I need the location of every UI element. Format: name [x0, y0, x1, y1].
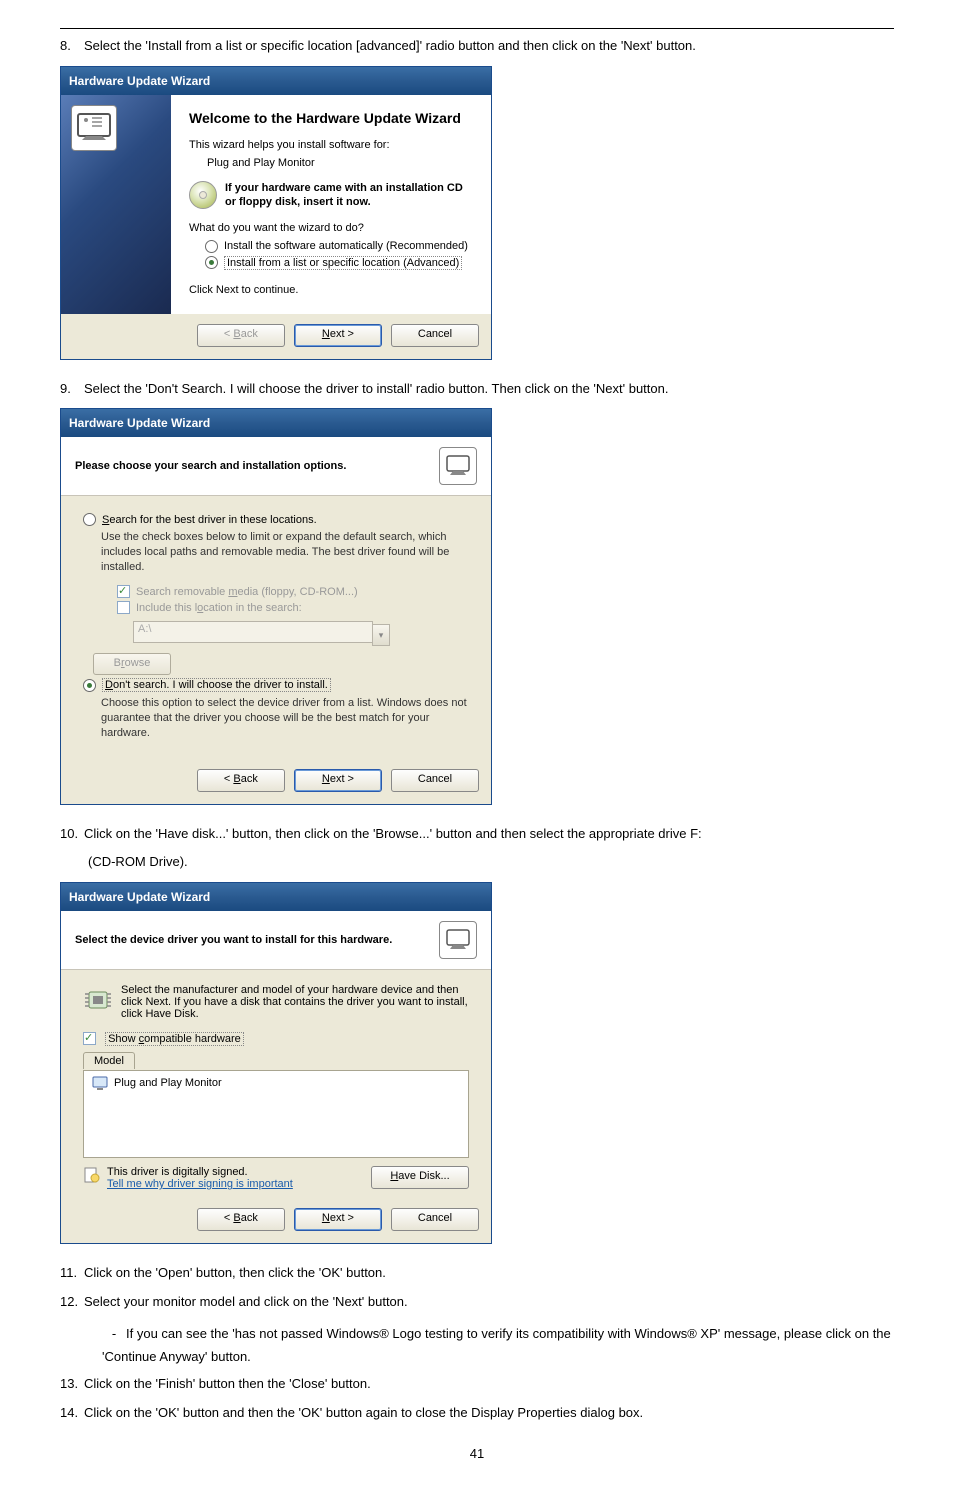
radio-icon: [83, 513, 96, 526]
step-14: 14.Click on the 'OK' button and then the…: [60, 1404, 894, 1423]
step-11: 11.Click on the 'Open' button, then clic…: [60, 1264, 894, 1283]
monitor-icon: [92, 1075, 108, 1091]
chip-icon: [83, 984, 113, 1016]
certificate-icon: [83, 1166, 101, 1184]
help-text-1: Use the check boxes below to limit or ex…: [101, 530, 469, 575]
model-list[interactable]: Plug and Play Monitor: [83, 1070, 469, 1158]
radio-auto[interactable]: Install the software automatically (Reco…: [205, 240, 473, 253]
device-name: Plug and Play Monitor: [207, 157, 473, 169]
back-button[interactable]: < Back: [197, 324, 285, 347]
dialog3-help: Select the manufacturer and model of you…: [121, 984, 469, 1020]
radio-search-label: Search for the best driver in these loca…: [102, 514, 317, 526]
check-include-label: Include this location in the search:: [136, 602, 302, 614]
radio-advanced-label: Install from a list or specific location…: [224, 256, 462, 270]
help-text-2: Choose this option to select the device …: [101, 696, 469, 741]
radio-dont-search[interactable]: Don't search. I will choose the driver t…: [83, 678, 469, 692]
model-tab: Model: [83, 1052, 135, 1069]
step-12: 12.Select your monitor model and click o…: [60, 1293, 894, 1312]
step-10: 10.Click on the 'Have disk...' button, t…: [60, 825, 894, 844]
radio-icon: [205, 240, 218, 253]
signing-link[interactable]: Tell me why driver signing is important: [107, 1178, 293, 1190]
step-14-text: Click on the 'OK' button and then the 'O…: [84, 1405, 643, 1420]
step-12-sub-text: If you can see the 'has not passed Windo…: [102, 1326, 891, 1364]
checkbox-icon[interactable]: [83, 1032, 96, 1045]
cancel-button[interactable]: Cancel: [391, 1208, 479, 1231]
next-button[interactable]: Next >: [294, 324, 382, 347]
hardware-icon: [439, 921, 477, 959]
hardware-icon: [439, 447, 477, 485]
model-item: Plug and Play Monitor: [114, 1077, 222, 1089]
radio-advanced[interactable]: Install from a list or specific location…: [205, 256, 473, 270]
step-11-text: Click on the 'Open' button, then click t…: [84, 1265, 386, 1280]
check-removable-label: Search removable media (floppy, CD-ROM..…: [136, 586, 358, 598]
step-9: 9.Select the 'Don't Search. I will choos…: [60, 380, 894, 399]
step-12-sub: -If you can see the 'has not passed Wind…: [102, 1322, 894, 1369]
back-button[interactable]: < Back: [197, 769, 285, 792]
signed-text: This driver is digitally signed.: [107, 1166, 293, 1178]
location-combo[interactable]: A:\: [133, 621, 373, 643]
step-10b: (CD-ROM Drive).: [88, 853, 894, 872]
step-13: 13.Click on the 'Finish' button then the…: [60, 1375, 894, 1394]
radio-dont-search-label: Don't search. I will choose the driver t…: [102, 678, 331, 692]
page-number: 41: [60, 1446, 894, 1461]
step-8: 8.Select the 'Install from a list or spe…: [60, 37, 894, 56]
radio-search-best[interactable]: Search for the best driver in these loca…: [83, 513, 469, 526]
next-button[interactable]: Next >: [294, 1208, 382, 1231]
dialog2-titlebar: Hardware Update Wizard: [61, 409, 491, 437]
dialog1-titlebar: Hardware Update Wizard: [61, 67, 491, 95]
click-next-text: Click Next to continue.: [189, 284, 473, 296]
cd-text: If your hardware came with an installati…: [225, 181, 473, 210]
back-button[interactable]: < Back: [197, 1208, 285, 1231]
cancel-button[interactable]: Cancel: [391, 769, 479, 792]
step-13-text: Click on the 'Finish' button then the 'C…: [84, 1376, 371, 1391]
check-removable[interactable]: Search removable media (floppy, CD-ROM..…: [117, 585, 469, 598]
dialog3-header: Select the device driver you want to ins…: [75, 934, 392, 946]
checkbox-icon: [117, 601, 130, 614]
step-12-text: Select your monitor model and click on t…: [84, 1294, 408, 1309]
step-8-text: Select the 'Install from a list or speci…: [84, 38, 696, 53]
have-disk-button[interactable]: Have Disk...: [371, 1166, 469, 1189]
checkbox-icon: [117, 585, 130, 598]
dialog2-header: Please choose your search and installati…: [75, 460, 346, 472]
what-do-text: What do you want the wizard to do?: [189, 222, 473, 234]
show-compat-label: Show compatible hardware: [105, 1032, 244, 1046]
chevron-down-icon[interactable]: ▾: [372, 624, 390, 646]
helps-text: This wizard helps you install software f…: [189, 139, 473, 151]
welcome-title: Welcome to the Hardware Update Wizard: [189, 109, 473, 127]
side-graphic: [61, 95, 171, 314]
dialog-search-options: Hardware Update Wizard Please choose you…: [60, 408, 492, 804]
dialog-select-driver: Hardware Update Wizard Select the device…: [60, 882, 492, 1244]
hardware-icon: [71, 105, 117, 151]
check-include-location[interactable]: Include this location in the search:: [117, 601, 469, 614]
next-button[interactable]: Next >: [294, 769, 382, 792]
browse-button[interactable]: Browse: [93, 653, 171, 675]
cd-icon: [189, 181, 217, 209]
radio-icon: [83, 679, 96, 692]
step-10-text: Click on the 'Have disk...' button, then…: [84, 826, 702, 841]
dialog-welcome: Hardware Update Wizard Welcome to the Ha…: [60, 66, 492, 360]
radio-auto-label: Install the software automatically (Reco…: [224, 240, 468, 252]
step-9-text: Select the 'Don't Search. I will choose …: [84, 381, 668, 396]
dialog3-titlebar: Hardware Update Wizard: [61, 883, 491, 911]
cancel-button[interactable]: Cancel: [391, 324, 479, 347]
radio-icon: [205, 256, 218, 269]
